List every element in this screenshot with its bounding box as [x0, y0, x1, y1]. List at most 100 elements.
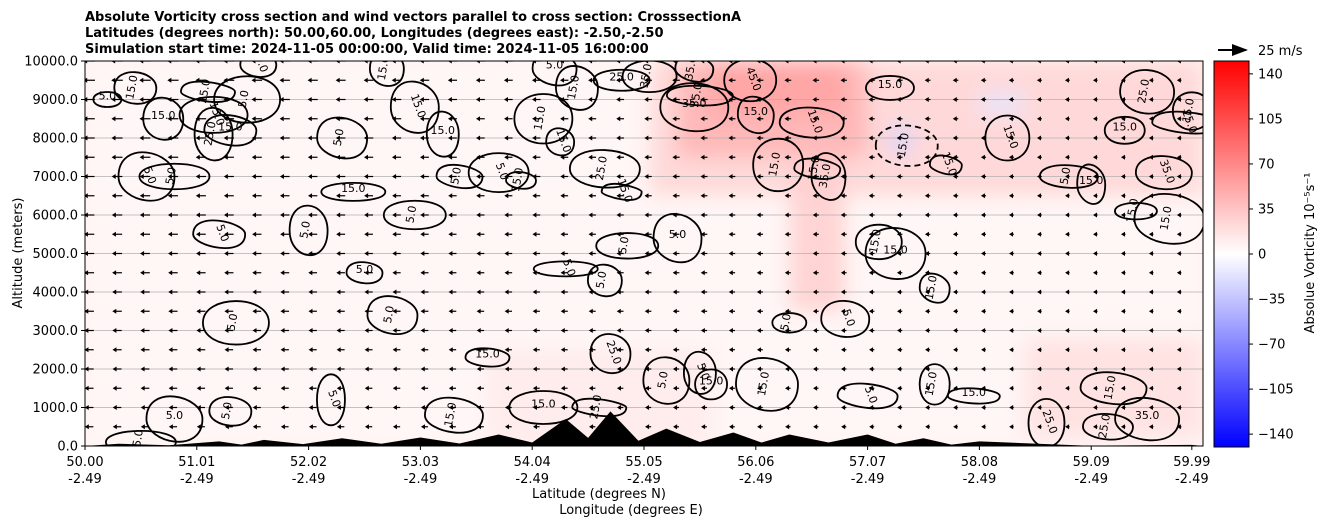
- wind-vector-head: [307, 97, 312, 102]
- wind-vector-head: [532, 116, 537, 122]
- wind-vector-head: [392, 405, 397, 410]
- wind-vector-head: [616, 154, 621, 160]
- wind-vector-head: [1148, 328, 1153, 333]
- wind-vector-head: [952, 193, 957, 199]
- colorbar-gradient: [1213, 60, 1250, 448]
- wind-vector-head: [728, 135, 733, 141]
- wind-vector-head: [280, 347, 285, 353]
- wind-vector-head: [616, 77, 621, 83]
- wind-vector-head: [533, 424, 538, 430]
- x-axis: 50.00 -2.49 51.01 -2.49 52.02 -2.49 53.03 -2.49…: [66, 446, 1210, 487]
- wind-vector-head: [280, 289, 285, 295]
- wind-vector-head: [672, 154, 677, 160]
- wind-vector-head: [981, 328, 986, 333]
- wind-vector-head: [1120, 424, 1125, 430]
- wind-vector-head: [1093, 77, 1098, 83]
- wind-vector-head: [924, 193, 929, 199]
- wind-vector-head: [869, 328, 874, 333]
- wind-vector-head: [1120, 193, 1125, 199]
- contour-label: 25.0: [1096, 413, 1113, 439]
- wind-vector-head: [952, 231, 957, 237]
- wind-vector-head: [924, 270, 929, 276]
- wind-vector-head: [224, 251, 229, 256]
- wind-vector-head: [1176, 347, 1181, 353]
- wind-vector-head: [252, 347, 257, 353]
- wind-vector-head: [840, 135, 845, 141]
- x-tick-latitude: 51.01: [178, 455, 215, 470]
- wind-vector-head: [168, 347, 173, 353]
- contour-line: [682, 350, 717, 395]
- contour-label: 5.0: [546, 59, 564, 72]
- wind-vector-head: [588, 135, 593, 141]
- wind-vector-head: [1037, 328, 1042, 333]
- wind-vector-head: [140, 270, 145, 276]
- wind-vector-head: [476, 270, 481, 276]
- wind-vector-head: [868, 154, 873, 160]
- wind-vector-head: [644, 289, 649, 295]
- x-tick-latitude: 50.00: [66, 455, 103, 470]
- wind-vector-head: [392, 193, 397, 199]
- wind-vector-head: [279, 77, 284, 83]
- wind-vector-head: [868, 289, 873, 295]
- wind-vector-head: [784, 61, 789, 64]
- wind-vector-head: [252, 424, 257, 430]
- wind-vector-head: [391, 116, 396, 122]
- wind-vector-head: [168, 308, 173, 314]
- wind-vector-head: [140, 424, 145, 430]
- x-tick-longitude: -2.49: [1074, 472, 1108, 487]
- wind-vector-head: [700, 135, 705, 141]
- wind-vector-head: [785, 405, 790, 410]
- contour-line: [513, 93, 574, 145]
- wind-vector-head: [224, 212, 229, 218]
- wind-vector-head: [224, 308, 229, 314]
- contour-label: 15.0: [923, 274, 940, 300]
- wind-vector-head: [168, 424, 173, 430]
- wind-vector-head: [1093, 193, 1098, 199]
- wind-vector-head: [952, 77, 957, 83]
- wind-vector-head: [729, 424, 734, 430]
- wind-vector-head: [504, 289, 509, 295]
- wind-vector-head: [307, 61, 312, 64]
- contour-line: [600, 182, 643, 201]
- wind-vector-head: [111, 61, 116, 64]
- wind-vector-head: [308, 385, 313, 391]
- wind-vector-head: [112, 328, 117, 333]
- contour-label: 15.0: [123, 74, 140, 100]
- wind-vector-head: [504, 154, 509, 160]
- wind-vector-head: [85, 61, 88, 64]
- wind-vector-head: [616, 116, 621, 122]
- wind-vector-head: [700, 193, 705, 199]
- wind-vector-head: [504, 231, 509, 237]
- wind-vector-head: [1009, 251, 1014, 256]
- wind-vector-head: [195, 212, 200, 218]
- wind-vector-head: [532, 347, 537, 353]
- wind-vector-head: [196, 347, 201, 353]
- wind-vector-head: [616, 251, 621, 256]
- wind-vector-head: [588, 97, 593, 102]
- quiver-key-label: 25 m/s: [1258, 44, 1303, 59]
- wind-vector-head: [700, 231, 705, 237]
- wind-vector-head: [391, 77, 396, 83]
- wind-vector-head: [588, 174, 593, 179]
- contour-line: [424, 396, 484, 434]
- wind-vector-head: [897, 347, 902, 353]
- wind-vector-head: [1148, 366, 1153, 372]
- wind-vector-head: [1176, 308, 1181, 314]
- wind-vector-head: [252, 231, 257, 237]
- wind-vector-head: [700, 347, 705, 353]
- wind-vector-head: [616, 97, 621, 102]
- wind-vector-head: [336, 174, 341, 179]
- contour-label: 5.0: [225, 312, 241, 331]
- wind-vector-head: [841, 385, 846, 391]
- wind-vector-head: [756, 212, 761, 218]
- wind-vector-head: [868, 308, 873, 314]
- wind-vector-head: [168, 270, 173, 276]
- wind-vector-head: [840, 212, 845, 218]
- wind-vector-head: [85, 135, 88, 141]
- wind-vector-head: [560, 135, 565, 141]
- wind-vector-head: [336, 308, 341, 314]
- contour-label: 15.0: [878, 78, 903, 91]
- contour-line: [1171, 91, 1203, 131]
- wind-vector-head: [1064, 77, 1069, 83]
- wind-vector-head: [728, 289, 733, 295]
